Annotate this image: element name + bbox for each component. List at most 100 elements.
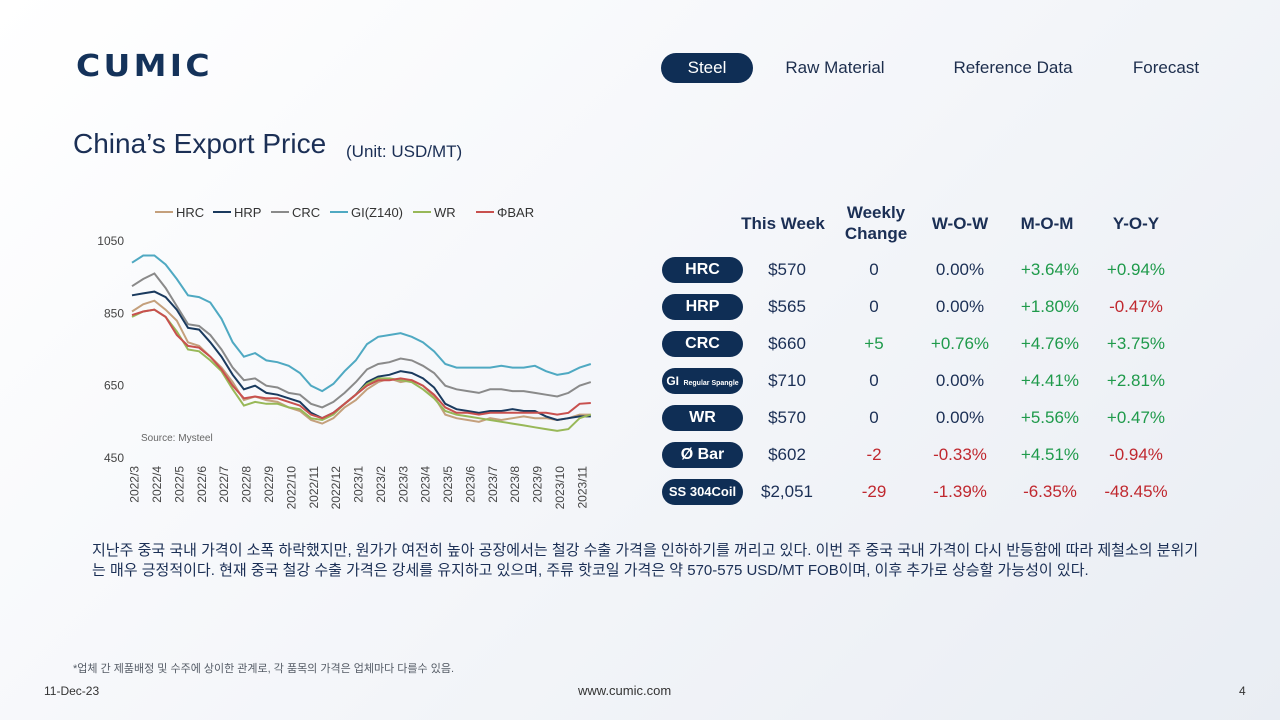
header-yoy: Y-O-Y (1112, 214, 1160, 233)
series-line-crc (131, 272, 592, 409)
price-cell: $565 (768, 297, 806, 316)
product-pill: WR (662, 405, 743, 431)
mom-cell: +4.51% (1020, 445, 1080, 464)
series-line-giz140 (131, 254, 592, 393)
legend-label: ΦBAR (497, 205, 534, 220)
legend-label: CRC (292, 205, 320, 220)
product-pill: Ø Bar (662, 442, 743, 468)
yoy-cell: +0.94% (1106, 260, 1166, 279)
weekly-change-cell: 0 (869, 371, 879, 390)
yoy-cell: -0.47% (1109, 297, 1163, 316)
legend-label: HRP (234, 205, 261, 220)
series-line-hrc (131, 299, 591, 425)
yoy-cell: +3.75% (1106, 334, 1166, 353)
product-sublabel: Regular Spangle (683, 380, 739, 387)
x-tick-label: 2022/12 (329, 466, 343, 510)
yoy-cell: -0.94% (1109, 445, 1163, 464)
footnote: *업체 간 제품배정 및 수주에 상이한 관계로, 각 품목의 가격은 업체마다… (73, 663, 455, 675)
product-label: GI (666, 374, 679, 388)
table-row-ss304: SS 304Coil $2,051 -29 -1.39% -6.35% -48.… (662, 479, 1182, 507)
unit-label: (Unit: USD/MT) (346, 142, 463, 161)
x-tick-label: 2023/10 (553, 466, 567, 510)
x-tick-label: 2022/7 (217, 466, 231, 503)
mom-cell: +5.56% (1020, 408, 1080, 427)
x-tick-label: 2023/9 (531, 466, 545, 503)
wow-cell: -1.39% (933, 482, 987, 501)
price-cell: $570 (768, 408, 806, 427)
footer-date: 11-Dec-23 (44, 684, 100, 698)
weekly-change-cell: -29 (861, 482, 887, 501)
nav-tab-forecast[interactable]: Forecast (1132, 58, 1200, 77)
x-tick-label: 2022/4 (150, 466, 164, 503)
y-tick-label: 650 (104, 379, 124, 393)
page-title: China’s Export Price (73, 128, 327, 159)
price-cell: $710 (768, 371, 806, 390)
table-row-crc: CRC $660 +5 +0.76% +4.76% +3.75% (662, 331, 1182, 359)
product-pill: SS 304Coil (662, 479, 743, 505)
weekly-change-cell: 0 (869, 297, 879, 316)
legend-label: GI(Z140) (351, 205, 403, 220)
weekly-change-cell: -2 (866, 445, 882, 464)
x-tick-label: 2022/5 (172, 466, 186, 503)
wow-cell: -0.33% (933, 445, 987, 464)
table-row-bar: Ø Bar $602 -2 -0.33% +4.51% -0.94% (662, 442, 1182, 470)
table-row-hrc: HRC $570 0 0.00% +3.64% +0.94% (662, 257, 1182, 285)
x-tick-label: 2023/7 (486, 466, 500, 503)
header-weekly-change: Weekly Change (836, 202, 916, 244)
table-row-gi: GI Regular Spangle $710 0 0.00% +4.41% +… (662, 368, 1182, 396)
x-tick-label: 2022/3 (128, 466, 142, 503)
mom-cell: +4.76% (1020, 334, 1080, 353)
nav-tab-raw-material[interactable]: Raw Material (785, 58, 885, 77)
top-navigation: Steel Raw Material Reference Data Foreca… (0, 53, 1280, 83)
cumic-logo: CUMIC (76, 52, 210, 82)
series-line-hrp (131, 290, 591, 422)
yoy-cell: -48.45% (1104, 482, 1168, 501)
x-tick-label: 2023/3 (396, 466, 410, 503)
wow-cell: 0.00% (935, 260, 985, 279)
x-tick-label: 2023/8 (508, 466, 522, 503)
x-tick-label: 2022/8 (240, 466, 254, 503)
nav-tab-reference-data[interactable]: Reference Data (953, 58, 1073, 77)
wow-cell: 0.00% (935, 371, 985, 390)
product-pill: HRP (662, 294, 743, 320)
price-cell: $570 (768, 260, 806, 279)
y-tick-label: 450 (104, 451, 124, 465)
x-tick-label: 2023/5 (441, 466, 455, 503)
x-tick-label: 2023/11 (575, 466, 589, 509)
x-tick-label: 2023/1 (352, 466, 366, 503)
mom-cell: -6.35% (1023, 482, 1077, 501)
x-tick-label: 2023/2 (374, 466, 388, 503)
weekly-change-cell: +5 (864, 334, 884, 353)
page-number: 4 (1239, 684, 1246, 698)
x-tick-label: 2022/11 (307, 466, 321, 509)
nav-tab-steel[interactable]: Steel (661, 53, 753, 83)
price-cell: $660 (768, 334, 806, 353)
header-mom: M-O-M (1020, 214, 1074, 233)
weekly-change-cell: 0 (869, 408, 879, 427)
x-tick-label: 2023/4 (419, 466, 433, 503)
y-tick-label: 850 (104, 306, 124, 320)
price-cell: $2,051 (761, 482, 813, 501)
y-tick-label: 1050 (97, 234, 124, 248)
header-weekly-change-line2: Change (844, 224, 908, 243)
x-tick-label: 2022/6 (195, 466, 209, 503)
table-row-wr: WR $570 0 0.00% +5.56% +0.47% (662, 405, 1182, 433)
header-weekly-change-line1: Weekly (846, 203, 906, 222)
mom-cell: +3.64% (1020, 260, 1080, 279)
product-pill: HRC (662, 257, 743, 283)
market-commentary: 지난주 중국 국내 가격이 소폭 하락했지만, 원가가 여전히 높아 공장에서는… (92, 542, 1199, 579)
header-this-week: This Week (741, 214, 825, 233)
legend-label: WR (434, 205, 456, 220)
product-pill: CRC (662, 331, 743, 357)
logo-text: CUMIC (76, 49, 213, 84)
x-tick-label: 2023/6 (463, 466, 477, 503)
yoy-cell: +0.47% (1106, 408, 1166, 427)
x-tick-label: 2022/9 (262, 466, 276, 503)
footer-url[interactable]: www.cumic.com (578, 683, 672, 698)
product-pill: GI Regular Spangle (662, 368, 743, 394)
yoy-cell: +2.81% (1106, 371, 1166, 390)
header-wow: W-O-W (931, 214, 989, 233)
table-row-hrp: HRP $565 0 0.00% +1.80% -0.47% (662, 294, 1182, 322)
wow-cell: +0.76% (930, 334, 990, 353)
legend-label: HRC (176, 205, 204, 220)
